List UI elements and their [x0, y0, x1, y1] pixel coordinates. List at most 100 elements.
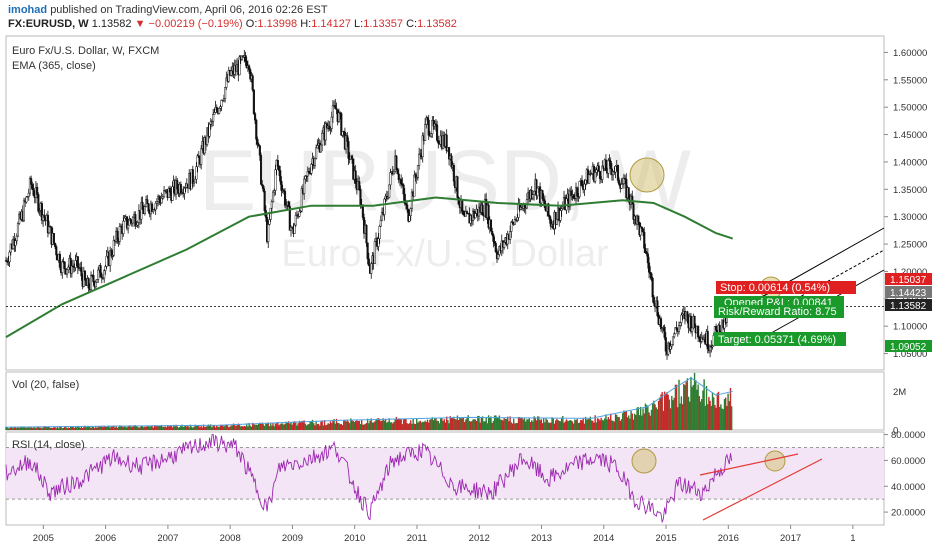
volume-bar — [24, 427, 26, 430]
volume-bar — [283, 424, 285, 430]
candle-body — [194, 178, 197, 183]
target-box[interactable] — [714, 332, 846, 346]
volume-bar — [574, 419, 576, 430]
volume-bar — [80, 426, 83, 430]
candle-body — [614, 165, 617, 173]
volume-bar — [709, 400, 711, 430]
volume-bar — [434, 417, 436, 430]
candle-body — [87, 278, 90, 289]
rsi-axis-label: 60.0000 — [891, 456, 925, 467]
candle-body — [595, 169, 598, 173]
volume-bar — [588, 417, 590, 430]
candle-body — [576, 187, 579, 197]
candle-body — [95, 279, 99, 283]
volume-bar — [519, 416, 521, 430]
candle-body — [679, 322, 682, 326]
volume-bar — [164, 426, 166, 430]
candle-body — [63, 261, 66, 269]
candle-body — [445, 134, 448, 151]
rsi-trendline-upper[interactable] — [699, 453, 799, 476]
volume-bar — [536, 416, 539, 430]
price-axis-label: 1.60000 — [893, 48, 927, 59]
volume-bar — [544, 422, 546, 430]
volume-bar — [139, 426, 141, 430]
volume-bar — [362, 424, 364, 430]
volume-bar — [152, 427, 154, 430]
candle-body — [152, 209, 155, 212]
volume-bar — [623, 410, 625, 430]
volume-bar — [174, 426, 176, 430]
volume-bar — [535, 420, 538, 430]
candle-body — [604, 159, 607, 171]
channel-mid-line[interactable] — [761, 249, 885, 319]
volume-bar — [625, 410, 628, 430]
volume-bar — [418, 421, 420, 430]
volume-bar — [217, 426, 219, 430]
volume-bar — [339, 424, 341, 430]
candle-body — [677, 325, 681, 332]
volume-bar — [242, 426, 244, 430]
volume-bar — [729, 387, 732, 430]
volume-bar — [180, 426, 182, 430]
volume-bar — [302, 420, 304, 430]
volume-bar — [517, 417, 520, 430]
candle-body — [258, 145, 261, 156]
volume-bar — [386, 422, 388, 430]
volume-bar — [245, 423, 248, 430]
volume-bar — [14, 426, 17, 430]
volume-bar — [584, 416, 587, 430]
volume-bar — [13, 426, 16, 430]
volume-bar — [645, 405, 648, 430]
volume-bar — [392, 423, 394, 430]
volume-bar — [360, 420, 363, 430]
volume-bar — [662, 410, 665, 430]
candle-body — [220, 99, 223, 107]
volume-bar — [213, 424, 216, 430]
price-axis-label: 1.40000 — [893, 157, 927, 168]
rsi-trendline-lower[interactable] — [702, 458, 823, 521]
volume-bar — [650, 409, 653, 430]
highlight-circle-price[interactable] — [629, 157, 665, 193]
volume-bar — [639, 406, 642, 430]
time-axis-label: 2007 — [157, 533, 178, 544]
volume-bar — [492, 420, 495, 430]
candle-body — [16, 223, 20, 237]
candle-body — [403, 193, 406, 204]
volume-bar — [643, 413, 645, 430]
volume-bar — [461, 418, 463, 430]
volume-bar — [478, 415, 480, 430]
volume-bar — [132, 426, 134, 430]
volume-bar — [681, 404, 684, 430]
volume-bar — [229, 426, 231, 430]
volume-bar — [483, 421, 485, 430]
last-price: 1.13582 — [91, 18, 132, 30]
stop-box[interactable] — [716, 281, 856, 294]
volume-bar — [382, 418, 384, 430]
volume-bar — [617, 416, 619, 430]
volume-bar — [107, 425, 109, 430]
candle-body — [583, 183, 586, 190]
highlight-circle-rsi-left[interactable] — [631, 448, 657, 474]
candle-body — [310, 164, 313, 174]
volume-bar — [667, 394, 669, 430]
volume-bar — [295, 421, 297, 430]
candle-body — [426, 117, 429, 121]
volume-bar — [460, 418, 462, 430]
candle-body — [669, 345, 672, 350]
candle-body — [693, 315, 696, 328]
volume-bar — [398, 418, 400, 430]
volume-bar — [692, 384, 695, 430]
candle-body — [632, 203, 635, 220]
volume-bar — [165, 427, 168, 430]
volume-bar — [162, 426, 164, 430]
volume-bar — [41, 428, 43, 430]
volume-bar — [316, 424, 319, 430]
ratio-box[interactable] — [714, 305, 844, 318]
volume-bar — [187, 425, 189, 430]
volume-bar — [441, 417, 443, 430]
symbol-name: FX:EURUSD, W — [8, 18, 89, 30]
candle-body — [191, 169, 194, 184]
vol-label: Vol (20, false) — [12, 379, 79, 391]
author-link[interactable]: imohad — [8, 4, 48, 16]
